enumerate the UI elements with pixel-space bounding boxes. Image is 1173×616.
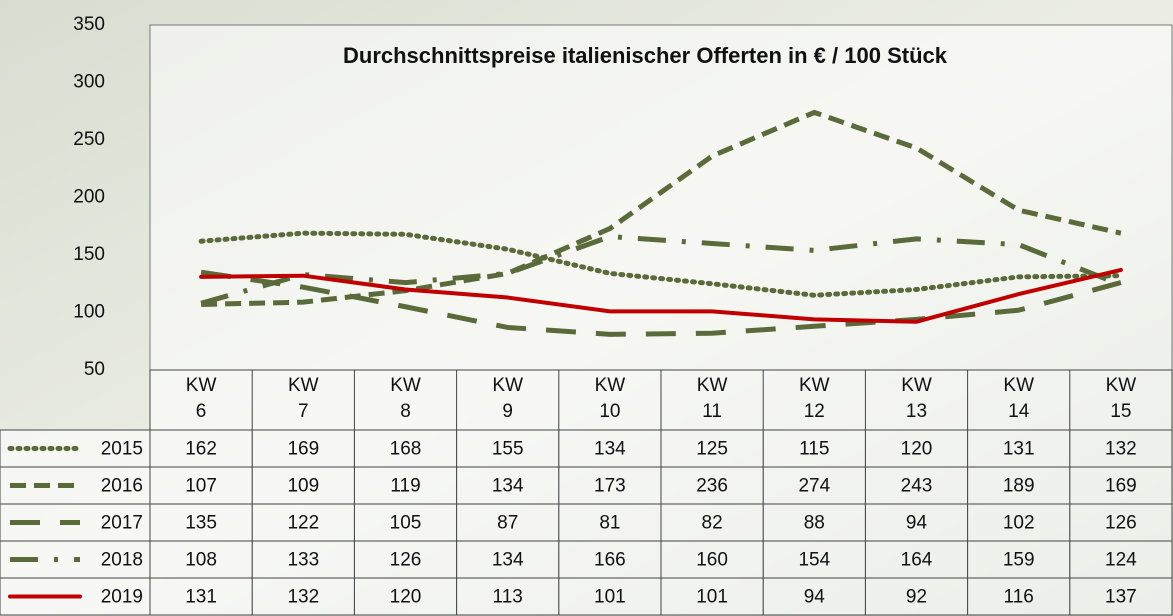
y-tick-label: 350 (73, 14, 105, 35)
table-row (0, 429, 1173, 468)
plot-area (149, 24, 1173, 371)
table-value: 82 (702, 513, 723, 534)
y-tick-label: 200 (73, 187, 105, 208)
table-row (0, 466, 1173, 505)
legend-label: 2017 (101, 513, 143, 534)
x-tick-label: KW 11 (697, 375, 728, 422)
x-tick-label: KW 8 (390, 375, 421, 422)
table-value: 94 (804, 587, 826, 608)
table-value: 274 (798, 476, 830, 497)
x-tick-label: KW 6 (186, 375, 217, 422)
table-value: 243 (901, 476, 933, 497)
line (200, 234, 1122, 306)
legend-label: 2016 (101, 476, 143, 497)
line (198, 230, 1124, 298)
x-tick-label: KW 9 (492, 375, 523, 422)
y-tick-label: 250 (73, 129, 105, 150)
legend-label: 2018 (101, 550, 143, 571)
table-value: 132 (1105, 439, 1137, 460)
chart-title: Durchschnittspreise italienischer Offert… (343, 43, 948, 68)
table-value: 116 (1004, 587, 1034, 608)
table-value: 131 (1003, 439, 1035, 460)
table-value: 132 (287, 587, 319, 608)
table-row (0, 577, 1173, 616)
y-tick-label: 150 (73, 244, 105, 265)
line (200, 269, 1122, 337)
table-value: 173 (594, 476, 626, 497)
x-tick-label: KW 12 (799, 375, 830, 422)
x-tick-label: KW 7 (288, 375, 319, 422)
table-value: 107 (185, 476, 217, 497)
table-value: 119 (390, 476, 420, 497)
table-value: 120 (901, 439, 933, 460)
line (199, 267, 1123, 324)
table-value: 169 (1105, 476, 1137, 497)
table-value: 162 (185, 439, 217, 460)
table-value: 155 (492, 439, 524, 460)
table-value: 108 (185, 550, 217, 571)
table-value: 189 (1003, 476, 1035, 497)
table-value: 133 (287, 550, 319, 571)
x-tick-label: KW 10 (595, 375, 626, 422)
table-value: 122 (287, 513, 319, 534)
table-value: 115 (799, 439, 829, 460)
table-value: 126 (390, 550, 422, 571)
table-value: 101 (696, 587, 728, 608)
table-value: 131 (185, 587, 217, 608)
y-tick-label: 300 (73, 72, 105, 93)
table-value: 164 (901, 550, 933, 571)
table-value: 105 (390, 513, 422, 534)
table-value: 166 (594, 550, 626, 571)
table-value: 92 (906, 587, 927, 608)
legend-label: 2015 (101, 439, 143, 460)
table-value: 135 (185, 513, 217, 534)
table-value: 134 (492, 476, 524, 497)
table-value: 154 (798, 550, 830, 571)
table-value: 81 (599, 513, 620, 534)
table-value: 88 (804, 513, 825, 534)
table-row (0, 540, 1173, 579)
legend-label: 2019 (101, 587, 143, 608)
table-row (0, 503, 1173, 542)
x-tick-label: KW 15 (1106, 375, 1137, 422)
table-value: 101 (594, 587, 626, 608)
y-tick-label: 100 (73, 302, 105, 323)
table-value: 109 (287, 476, 319, 497)
x-tick-label: KW 14 (1003, 375, 1034, 422)
table-value: 137 (1105, 587, 1137, 608)
table-value: 134 (492, 550, 524, 571)
table-value: 169 (287, 439, 319, 460)
y-tick-label: 50 (84, 359, 105, 380)
table-value: 94 (906, 513, 928, 534)
table-value: 125 (696, 439, 728, 460)
table-value: 87 (497, 513, 518, 534)
table-value: 159 (1003, 550, 1035, 571)
table-value: 160 (696, 550, 728, 571)
table-value: 120 (390, 587, 422, 608)
table-value: 102 (1003, 513, 1035, 534)
table-value: 236 (696, 476, 728, 497)
table-value: 124 (1105, 550, 1137, 571)
x-tick-label: KW 13 (901, 375, 932, 422)
table-value: 168 (390, 439, 422, 460)
table-value: 113 (493, 587, 523, 608)
table-value: 126 (1105, 513, 1137, 534)
table-value: 134 (594, 439, 626, 460)
